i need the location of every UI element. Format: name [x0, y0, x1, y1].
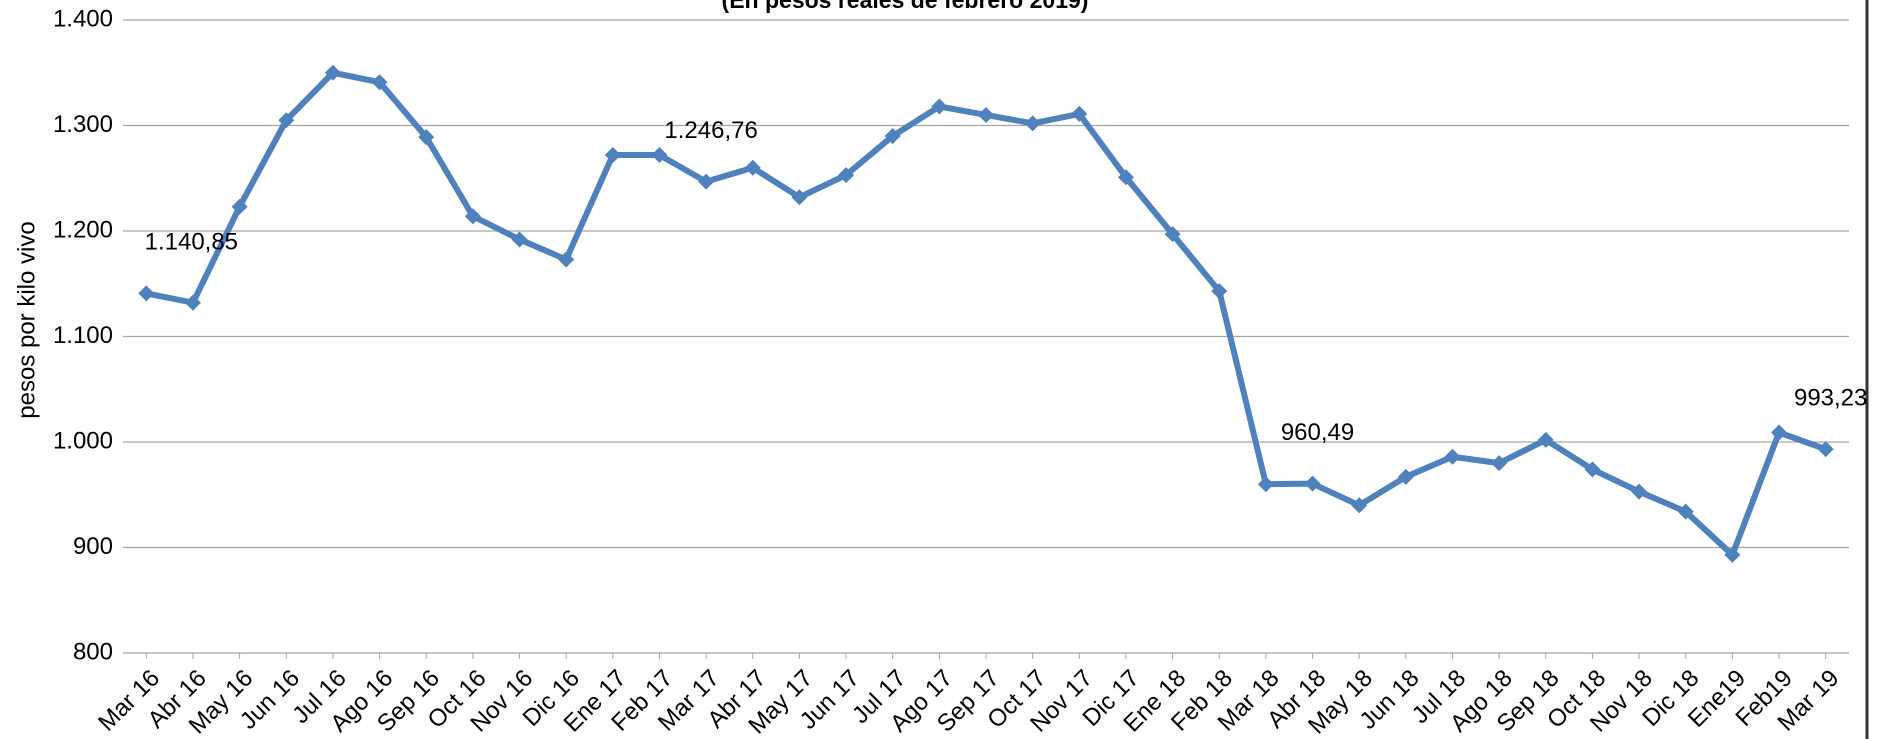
marker [791, 189, 808, 206]
marker [931, 98, 948, 115]
marker [744, 159, 761, 176]
y-tick-label: 1.200 [53, 216, 113, 243]
marker [1351, 497, 1368, 514]
marker [1444, 448, 1461, 465]
marker [1491, 455, 1508, 472]
marker [371, 74, 388, 91]
marker [838, 167, 855, 184]
marker [884, 128, 901, 145]
marker [324, 64, 341, 81]
data-label: 1.246,76 [664, 117, 757, 144]
y-tick-label: 1.400 [53, 5, 113, 32]
y-tick-label: 1.300 [53, 111, 113, 138]
marker [1584, 461, 1601, 478]
marker [698, 173, 715, 190]
marker [1117, 169, 1134, 186]
marker [1724, 546, 1741, 563]
marker [651, 147, 668, 164]
marker [1257, 476, 1274, 493]
y-tick-label: 1.100 [53, 322, 113, 349]
marker [1071, 105, 1088, 122]
line [145, 69, 1827, 558]
marker [464, 208, 481, 225]
y-tick-label: 800 [73, 638, 113, 665]
marker [278, 112, 295, 129]
marker [1677, 503, 1694, 520]
marker [558, 251, 575, 268]
data-label: 993,23 [1794, 384, 1867, 411]
marker [231, 198, 248, 215]
marker [138, 285, 155, 302]
chart-title: (En pesos reales de febrero 2019) [722, 0, 1089, 13]
marker [1304, 475, 1321, 492]
marker [1537, 431, 1554, 448]
marker [1164, 226, 1181, 243]
y-tick-label: 900 [73, 533, 113, 560]
marker [1024, 115, 1041, 132]
data-label: 1.140,85 [145, 229, 238, 256]
y-tick-label: 1.000 [53, 427, 113, 454]
marker [978, 106, 994, 123]
marker [184, 294, 201, 311]
marker [1397, 468, 1414, 485]
marker [418, 129, 435, 146]
marker [1631, 483, 1648, 500]
marker [1771, 424, 1788, 441]
marker [511, 231, 528, 248]
marker [1817, 441, 1834, 458]
marker [1211, 283, 1228, 300]
y-axis-label: pesos por kilo vivo [13, 221, 40, 418]
data-label: 960,49 [1281, 419, 1354, 446]
marker [604, 147, 621, 164]
